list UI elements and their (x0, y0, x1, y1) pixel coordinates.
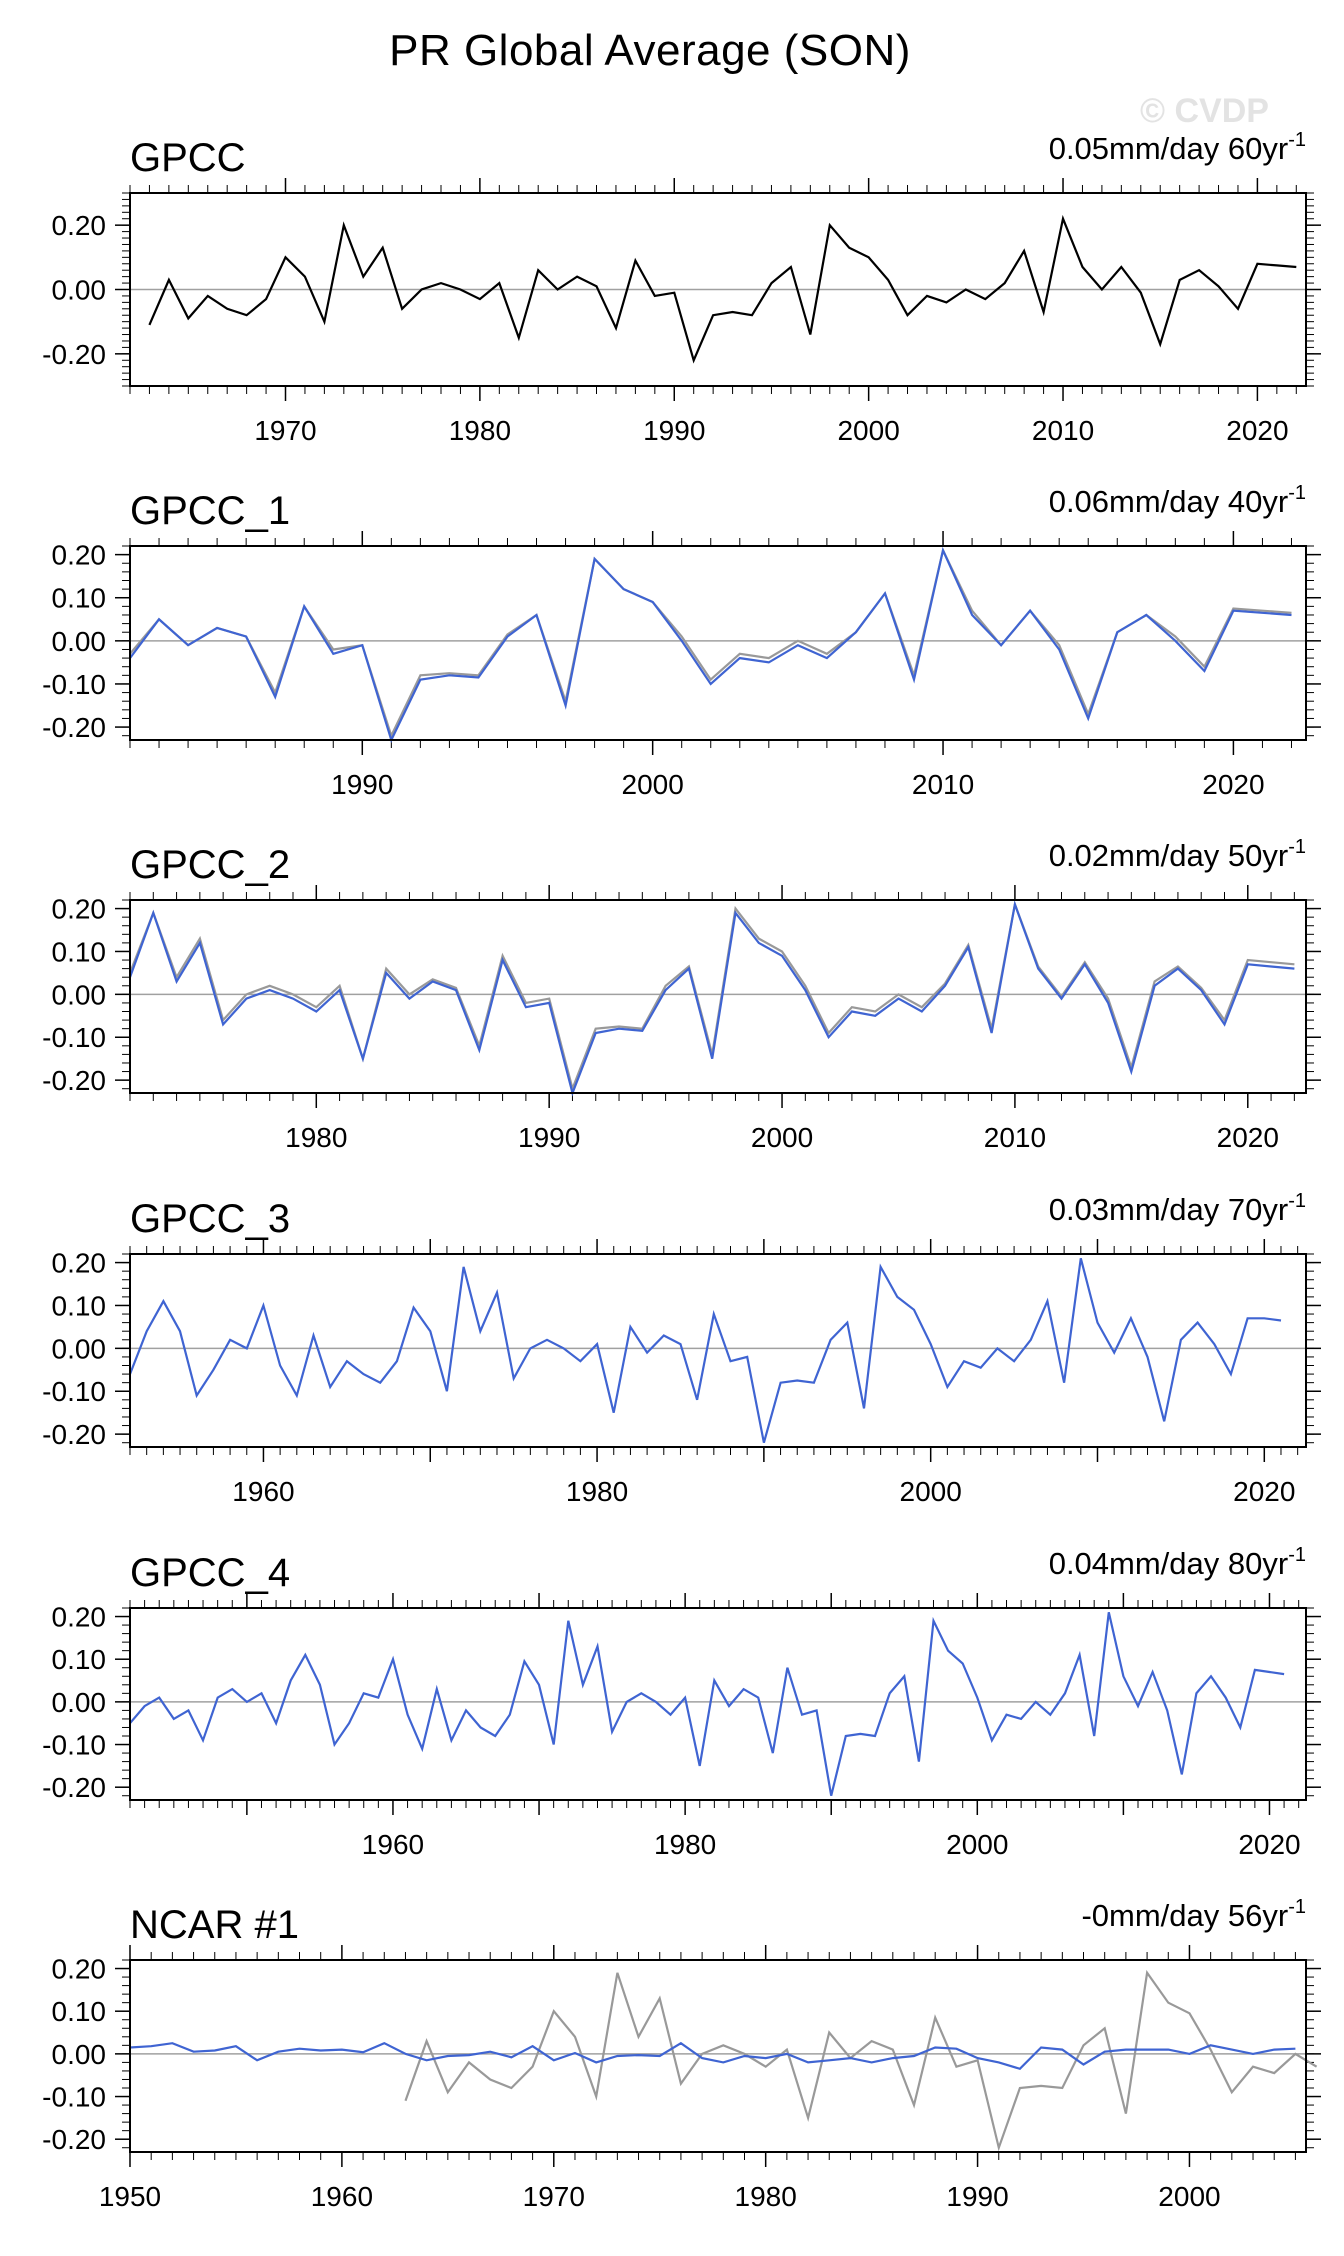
plot-frame (129, 1959, 1307, 2153)
x-tick-label: 1980 (285, 1122, 347, 1153)
x-tick-label: 2020 (1238, 1829, 1300, 1860)
y-tick-label: -0.20 (42, 2124, 106, 2155)
trend-exponent: -1 (1288, 482, 1306, 504)
series-line-gpcc-3 (128, 1258, 1282, 1443)
x-tick-label: 2000 (622, 769, 684, 800)
trend-text: -0mm/day 56yr (1081, 1898, 1288, 1933)
x-tick-label: 2010 (912, 769, 974, 800)
x-tick-label: 2000 (751, 1122, 813, 1153)
x-tick-label: 1980 (735, 2181, 797, 2212)
y-tick-label: -0.10 (42, 669, 106, 700)
y-tick-label: 0.10 (52, 1996, 107, 2027)
x-tick-label: 2010 (1032, 415, 1094, 446)
series-line-gpcc (128, 900, 1295, 1093)
panel-trend: 0.04mm/day 80yr-1 (1049, 1544, 1306, 1581)
x-tick-label: 1980 (654, 1829, 716, 1860)
panel-title: GPCC_3 (130, 1197, 290, 1241)
x-tick-label: 2010 (984, 1122, 1046, 1153)
y-tick-label: -0.20 (42, 1419, 106, 1450)
y-tick-label: 0.00 (52, 626, 107, 657)
x-tick-label: 1960 (232, 1476, 294, 1507)
trend-text: 0.06mm/day 40yr (1049, 484, 1289, 519)
panel-trend: 0.02mm/day 50yr-1 (1049, 836, 1306, 873)
y-tick-label: -0.10 (42, 1730, 106, 1761)
y-tick-label: 0.10 (52, 936, 107, 967)
plot-frame (129, 1607, 1307, 1801)
y-tick-label: -0.10 (42, 2082, 106, 2113)
y-tick-label: 0.00 (52, 275, 107, 306)
y-tick-label: 0.20 (52, 210, 107, 241)
x-tick-label: 1980 (566, 1476, 628, 1507)
x-tick-label: 2000 (946, 1829, 1008, 1860)
plot-frame (129, 899, 1307, 1094)
x-tick-label: 1990 (331, 769, 393, 800)
x-tick-label: 1990 (946, 2181, 1008, 2212)
y-tick-label: 0.00 (52, 979, 107, 1010)
trend-text: 0.05mm/day 60yr (1049, 131, 1289, 166)
series-line-gpcc-2 (128, 900, 1295, 1097)
trend-exponent: -1 (1288, 836, 1306, 858)
x-tick-label: 1980 (449, 415, 511, 446)
x-tick-label: 1990 (518, 1122, 580, 1153)
y-tick-label: -0.20 (42, 339, 106, 370)
panel-title: GPCC_4 (130, 1551, 290, 1595)
x-tick-label: 1970 (523, 2181, 585, 2212)
x-tick-label: 2000 (900, 1476, 962, 1507)
x-tick-label: 2020 (1217, 1122, 1279, 1153)
series-line-gpcc-1 (129, 546, 1292, 744)
y-tick-label: -0.10 (42, 1376, 106, 1407)
trend-text: 0.04mm/day 80yr (1049, 1546, 1289, 1581)
y-tick-label: 0.10 (52, 583, 107, 614)
x-tick-label: 1960 (362, 1829, 424, 1860)
trend-exponent: -1 (1288, 1544, 1306, 1566)
x-tick-label: 2020 (1233, 1476, 1295, 1507)
y-tick-label: 0.00 (52, 1333, 107, 1364)
trend-text: 0.03mm/day 70yr (1049, 1192, 1289, 1227)
y-tick-label: 0.20 (52, 540, 107, 571)
trend-exponent: -1 (1288, 1896, 1306, 1918)
panel-title: NCAR #1 (130, 1903, 299, 1947)
panel-trend: 0.03mm/day 70yr-1 (1049, 1190, 1306, 1227)
series-line-gpcc-4 (129, 1612, 1285, 1796)
trend-exponent: -1 (1288, 129, 1306, 151)
y-tick-label: 0.20 (52, 1248, 107, 1279)
x-tick-label: 2020 (1226, 415, 1288, 446)
watermark: © CVDP (1140, 92, 1269, 130)
x-tick-label: 2000 (837, 415, 899, 446)
plot-frame (129, 1253, 1307, 1448)
y-tick-label: -0.20 (42, 712, 106, 743)
series-line-ncar-1 (129, 2041, 1296, 2071)
y-tick-label: 0.20 (52, 1602, 107, 1633)
trend-text: 0.02mm/day 50yr (1049, 838, 1289, 873)
x-tick-label: 1970 (254, 415, 316, 446)
main-title: PR Global Average (SON) (389, 26, 911, 75)
x-tick-label: 2020 (1202, 769, 1264, 800)
series-line-gpcc (129, 547, 1292, 739)
series-line-gpcc (148, 214, 1297, 364)
x-tick-label: 2000 (1158, 2181, 1220, 2212)
y-tick-label: 0.00 (52, 2039, 107, 2070)
y-tick-label: 0.00 (52, 1687, 107, 1718)
y-tick-label: 0.10 (52, 1644, 107, 1675)
panel-title: GPCC_1 (130, 489, 290, 533)
panel-trend: 0.06mm/day 40yr-1 (1049, 482, 1306, 519)
panel-title: GPCC_2 (130, 843, 290, 887)
y-tick-label: 0.20 (52, 894, 107, 925)
plot-frame (129, 545, 1307, 741)
y-tick-label: 0.20 (52, 1954, 107, 1985)
y-tick-label: -0.20 (42, 1772, 106, 1803)
x-tick-label: 1960 (311, 2181, 373, 2212)
panel-trend: 0.05mm/day 60yr-1 (1049, 129, 1306, 166)
y-tick-label: -0.10 (42, 1022, 106, 1053)
trend-exponent: -1 (1288, 1190, 1306, 1212)
y-tick-label: 0.10 (52, 1290, 107, 1321)
y-tick-label: -0.20 (42, 1065, 106, 1096)
series-line-gpcc (404, 1969, 1318, 2152)
panel-trend: -0mm/day 56yr-1 (1081, 1896, 1306, 1933)
x-tick-label: 1990 (643, 415, 705, 446)
plot-frame (129, 192, 1307, 387)
panel-title: GPCC (130, 136, 246, 180)
x-tick-label: 1950 (99, 2181, 161, 2212)
